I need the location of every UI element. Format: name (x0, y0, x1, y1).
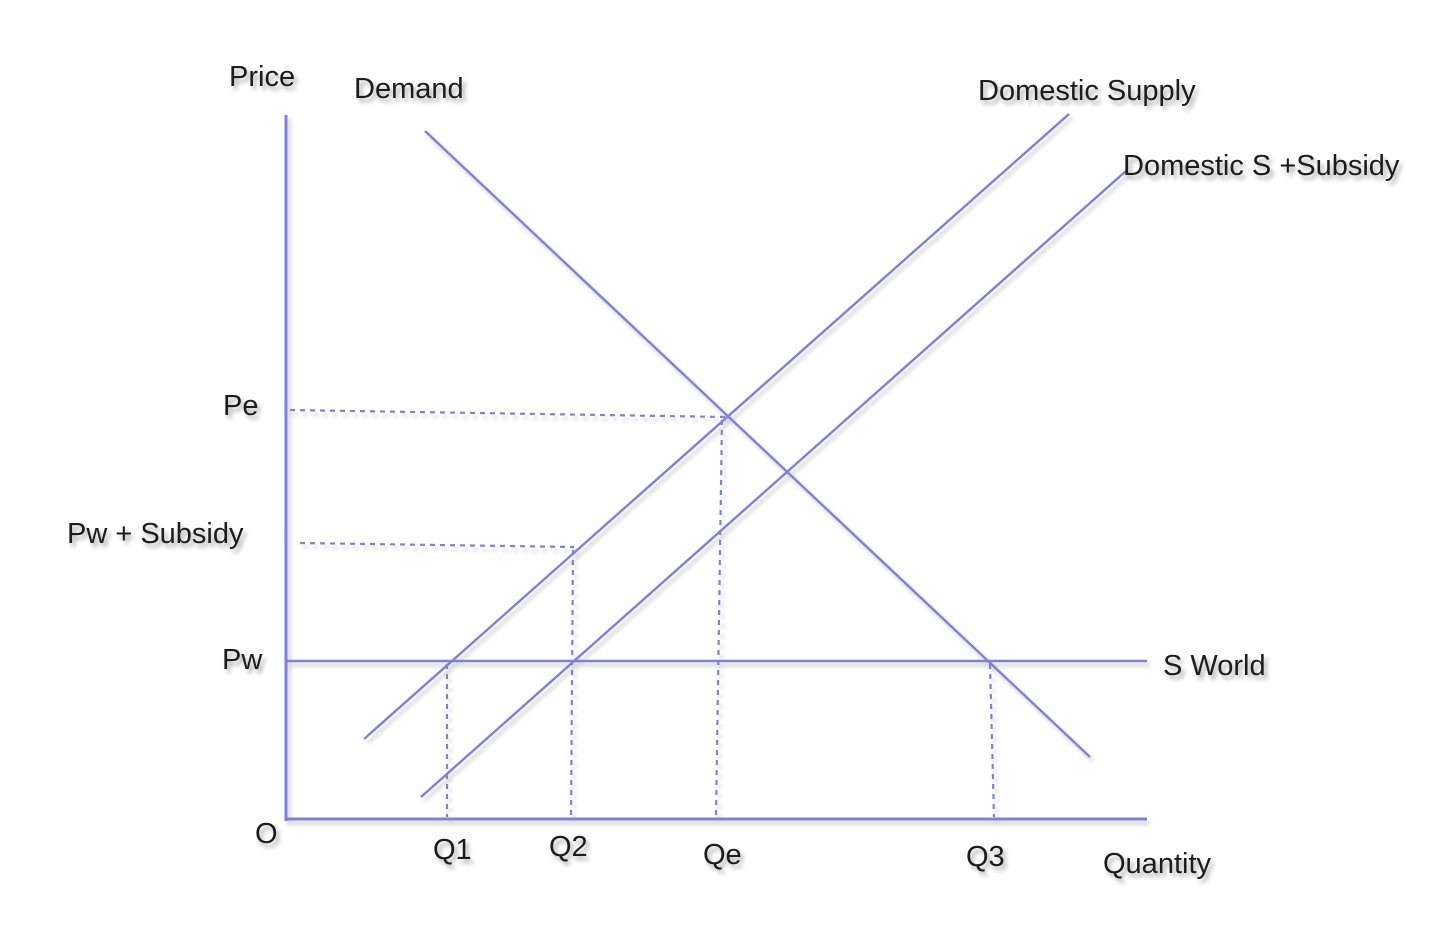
y-axis-label: Price (229, 61, 295, 93)
pw-subsidy-guide-line (299, 541, 575, 549)
qe-label: Qe (703, 839, 742, 871)
x-axis-label: Quantity (1103, 848, 1211, 880)
domestic-supply-label: Domestic Supply (978, 75, 1196, 107)
pe-label: Pe (223, 390, 258, 422)
qe-guide-line (714, 419, 724, 818)
demand-curve (424, 130, 1091, 758)
world-supply-label: S World (1163, 650, 1266, 682)
origin-label: O (255, 818, 278, 850)
q3-label: Q3 (966, 841, 1005, 873)
q1-label: Q1 (433, 834, 472, 866)
q3-guide-line (988, 663, 996, 818)
domestic-supply-curve (363, 113, 1070, 740)
demand-label: Demand (354, 73, 464, 105)
domestic-supply-subsidy-curve (420, 170, 1127, 798)
q2-label: Q2 (549, 831, 588, 863)
domestic-supply-subsidy-label: Domestic S +Subsidy (1123, 150, 1400, 182)
pw-label: Pw (222, 644, 263, 676)
q2-guide-line (569, 549, 575, 818)
pw-subsidy-label: Pw + Subsidy (67, 518, 244, 550)
pe-guide-line (289, 408, 728, 419)
